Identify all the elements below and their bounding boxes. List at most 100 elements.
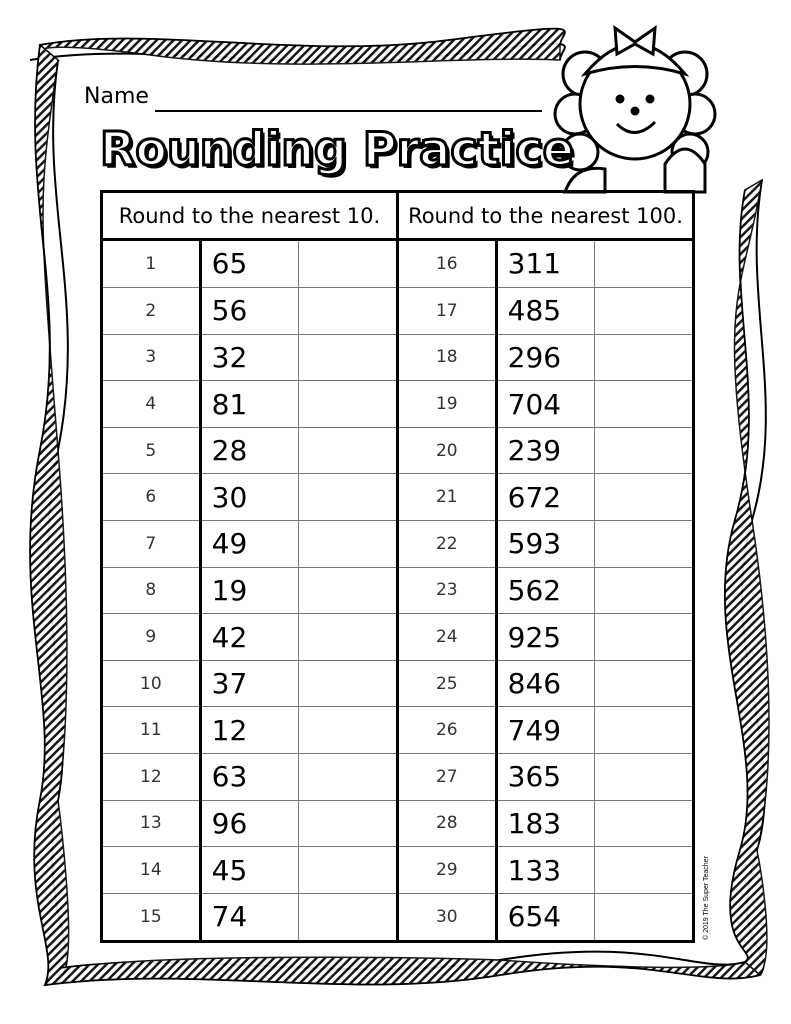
- problem-value: 749: [495, 706, 596, 755]
- problem-value: 365: [495, 753, 596, 801]
- table-row: 9 42 24 925: [101, 613, 694, 661]
- answer-cell[interactable]: [594, 799, 694, 848]
- problem-value: 925: [495, 613, 596, 661]
- problem-value: 183: [495, 799, 596, 848]
- problem-number: 22: [396, 520, 498, 568]
- column-header-nearest-10: Round to the nearest 10.: [101, 191, 399, 241]
- answer-cell[interactable]: [594, 286, 694, 335]
- answer-cell[interactable]: [594, 566, 694, 615]
- problem-number: 16: [396, 239, 498, 288]
- problem-number: 24: [396, 613, 498, 661]
- page-title: Rounding Practice: [99, 121, 576, 178]
- table-row: 2 56 17 485: [101, 286, 694, 335]
- problem-number: 10: [101, 659, 202, 708]
- problem-value: 37: [199, 659, 300, 708]
- answer-cell[interactable]: [298, 799, 399, 848]
- table-row: 10 37 25 846: [101, 659, 694, 708]
- table-row: 14 45 29 133: [101, 846, 694, 894]
- problem-number: 11: [101, 706, 202, 755]
- problem-value: 32: [199, 333, 300, 382]
- problem-value: 672: [495, 473, 596, 522]
- table-row: 13 96 28 183: [101, 799, 694, 848]
- name-label: Name: [84, 84, 149, 109]
- problem-number: 27: [396, 753, 498, 801]
- problem-value: 654: [495, 892, 596, 943]
- answer-cell[interactable]: [298, 333, 399, 382]
- table-row: 11 12 26 749: [101, 706, 694, 755]
- answer-cell[interactable]: [594, 753, 694, 801]
- problem-number: 28: [396, 799, 498, 848]
- answer-cell[interactable]: [298, 380, 399, 428]
- answer-cell[interactable]: [594, 706, 694, 755]
- problem-value: 133: [495, 846, 596, 894]
- problem-value: 49: [199, 520, 300, 568]
- answer-cell[interactable]: [594, 426, 694, 475]
- answer-cell[interactable]: [298, 659, 399, 708]
- answer-cell[interactable]: [298, 239, 399, 288]
- problem-value: 562: [495, 566, 596, 615]
- problem-number: 6: [101, 473, 202, 522]
- problem-value: 81: [199, 380, 300, 428]
- table-row: 1 65 16 311: [101, 239, 694, 288]
- girl-cartoon-icon: [553, 24, 717, 194]
- problem-number: 21: [396, 473, 498, 522]
- problem-number: 29: [396, 846, 498, 894]
- answer-cell[interactable]: [594, 846, 694, 894]
- problem-value: 63: [199, 753, 300, 801]
- answer-cell[interactable]: [594, 520, 694, 568]
- answer-cell[interactable]: [594, 333, 694, 382]
- problem-number: 17: [396, 286, 498, 335]
- problem-number: 15: [101, 892, 202, 943]
- answer-cell[interactable]: [298, 892, 399, 943]
- problem-number: 4: [101, 380, 202, 428]
- table-row: 4 81 19 704: [101, 380, 694, 428]
- problem-value: 96: [199, 799, 300, 848]
- problem-value: 846: [495, 659, 596, 708]
- table-row: 5 28 20 239: [101, 426, 694, 475]
- table-row: 15 74 30 654: [101, 892, 694, 943]
- answer-cell[interactable]: [298, 753, 399, 801]
- problem-value: 28: [199, 426, 300, 475]
- problem-value: 704: [495, 380, 596, 428]
- problem-value: 74: [199, 892, 300, 943]
- problem-number: 3: [101, 333, 202, 382]
- problem-value: 311: [495, 239, 596, 288]
- problem-number: 19: [396, 380, 498, 428]
- answer-cell[interactable]: [298, 520, 399, 568]
- problem-number: 20: [396, 426, 498, 475]
- column-header-nearest-100: Round to the nearest 100.: [396, 191, 695, 241]
- answer-cell[interactable]: [594, 380, 694, 428]
- answer-cell[interactable]: [298, 566, 399, 615]
- answer-cell[interactable]: [298, 286, 399, 335]
- answer-cell[interactable]: [298, 706, 399, 755]
- answer-cell[interactable]: [298, 473, 399, 522]
- problem-value: 12: [199, 706, 300, 755]
- problem-number: 25: [396, 659, 498, 708]
- problem-number: 12: [101, 753, 202, 801]
- answer-cell[interactable]: [594, 892, 694, 943]
- answer-cell[interactable]: [298, 846, 399, 894]
- problem-number: 14: [101, 846, 202, 894]
- problem-value: 296: [495, 333, 596, 382]
- answer-cell[interactable]: [594, 239, 694, 288]
- problem-number: 5: [101, 426, 202, 475]
- answer-cell[interactable]: [594, 659, 694, 708]
- problem-value: 30: [199, 473, 300, 522]
- problem-value: 56: [199, 286, 300, 335]
- name-input[interactable]: [155, 104, 542, 112]
- problem-number: 23: [396, 566, 498, 615]
- problem-value: 593: [495, 520, 596, 568]
- problem-value: 45: [199, 846, 300, 894]
- problem-number: 26: [396, 706, 498, 755]
- problem-number: 18: [396, 333, 498, 382]
- table-row: 12 63 27 365: [101, 753, 694, 801]
- problem-value: 65: [199, 239, 300, 288]
- answer-cell[interactable]: [298, 426, 399, 475]
- answer-cell[interactable]: [594, 613, 694, 661]
- problem-number: 8: [101, 566, 202, 615]
- answer-cell[interactable]: [594, 473, 694, 522]
- problem-value: 239: [495, 426, 596, 475]
- problem-number: 9: [101, 613, 202, 661]
- answer-cell[interactable]: [298, 613, 399, 661]
